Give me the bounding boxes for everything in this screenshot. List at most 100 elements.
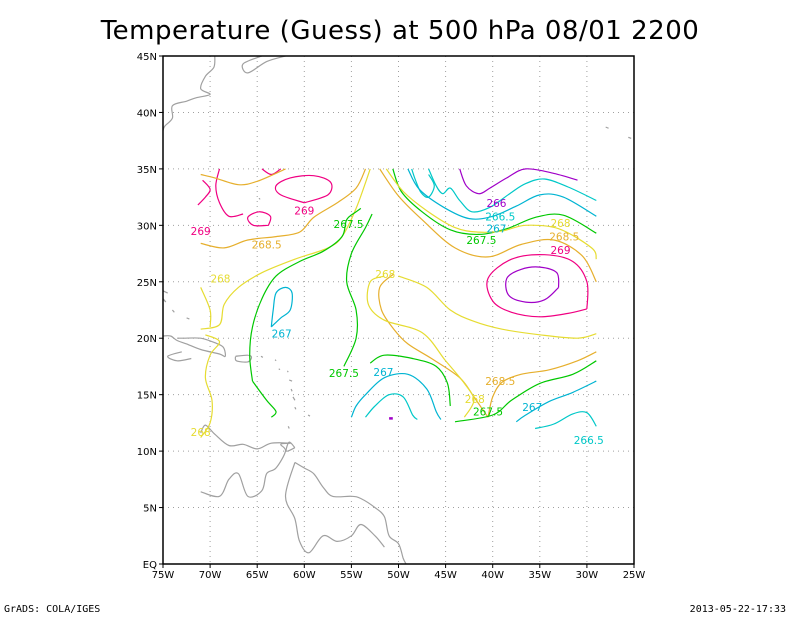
plot-frame [162, 55, 635, 565]
contour-label: 267 [373, 367, 393, 379]
coastline [307, 414, 311, 417]
grads-credit: GrADS: COLA/IGES [4, 604, 101, 615]
contour-label: 267 [272, 329, 292, 341]
render-timestamp: 2013-05-22-17:33 [689, 604, 786, 615]
isotherm-268 [398, 275, 597, 339]
lat-lon-grid [163, 56, 634, 564]
y-tick-label: 35N [137, 165, 157, 176]
contour-label: 268 [210, 273, 230, 285]
contour-label: 268 [191, 427, 211, 439]
coastlines [163, 56, 632, 564]
y-tick-label: 25N [137, 278, 157, 289]
coastline [171, 309, 175, 313]
y-tick-label: 45N [137, 52, 157, 63]
coastline [294, 406, 297, 410]
isotherm-269 [215, 168, 244, 218]
contour-label: 268.5 [485, 376, 515, 388]
y-tick-label: EQ [143, 560, 157, 571]
isotherm-266-5 [428, 168, 597, 213]
isotherm-268-5 [200, 168, 367, 249]
isotherm-268 [200, 168, 371, 330]
y-tick-label: 20N [137, 334, 157, 345]
x-tick-label: 70W [199, 570, 222, 581]
coastline [290, 388, 293, 392]
coastline [200, 424, 291, 498]
contour-label: 268.5 [549, 232, 579, 244]
x-tick-label: 75W [152, 570, 175, 581]
contour-label: 268 [551, 218, 571, 230]
contour-label: 267 [522, 402, 542, 414]
coastline [186, 317, 190, 320]
coastline [605, 126, 609, 129]
contour-label: 268 [375, 269, 395, 281]
x-tick-label: 35W [528, 570, 551, 581]
contour-label: 267.5 [329, 368, 359, 380]
coastline [284, 462, 385, 554]
contour-label: 266.5 [485, 211, 515, 223]
y-tick-label: 30N [137, 221, 157, 232]
coastline [274, 359, 277, 362]
isotherm-266-5 [534, 411, 597, 430]
isotherm-266-5 [365, 393, 418, 420]
coastline [163, 56, 216, 131]
coastline [296, 56, 298, 57]
coastline [628, 136, 632, 139]
coastline [278, 368, 281, 371]
contour-label: 267.5 [334, 219, 364, 231]
x-tick-label: 25W [623, 570, 646, 581]
contour-labels: 266266.5267267.5268268.5269269269267.526… [191, 198, 604, 447]
contour-label: 268.5 [252, 240, 282, 252]
x-tick-label: 40W [481, 570, 504, 581]
coastline [241, 56, 286, 74]
isotherm-268 [366, 275, 475, 418]
x-tick-label: 65W [246, 570, 269, 581]
isotherm-267-5 [249, 207, 362, 382]
coastline [234, 354, 253, 363]
y-tick-label: 5N [143, 504, 157, 515]
isotherm-267 [407, 168, 597, 220]
isotherm-266-5 [411, 168, 435, 198]
contour-label: 267.5 [473, 407, 503, 419]
coastline [167, 351, 192, 362]
coastline [163, 335, 226, 358]
coastline [285, 441, 296, 452]
contour-label: 267 [486, 224, 506, 236]
isotherm-267-5 [252, 380, 277, 418]
isotherm-269 [197, 179, 211, 206]
isotherm-266 [459, 168, 578, 195]
isotherm-268 [200, 334, 221, 438]
temperature-contours [197, 168, 597, 438]
isotherm-267 [350, 372, 442, 420]
isotherm-268-5 [200, 168, 286, 186]
x-tick-label: 50W [387, 570, 410, 581]
coastline [294, 461, 407, 564]
coastline [286, 370, 289, 373]
isotherm-269 [247, 211, 272, 227]
coastline [260, 355, 264, 358]
contour-label: 266 [486, 198, 506, 210]
isotherm-268 [385, 168, 597, 260]
contour-label: 267.5 [466, 235, 496, 247]
coastline [287, 426, 290, 429]
isotherm-267-5 [454, 360, 597, 423]
y-tick-label: 40N [137, 108, 157, 119]
isotherm-268-5 [487, 351, 597, 418]
isotherm-268-5 [379, 168, 597, 283]
x-tick-label: 55W [340, 570, 363, 581]
contour-label: 269 [294, 206, 314, 218]
contour-label: 266.5 [574, 435, 604, 447]
isotherm-267-5 [343, 213, 373, 367]
isotherm-267 [270, 286, 293, 328]
x-tick-label: 45W [434, 570, 457, 581]
isotherm-269 [486, 254, 589, 318]
coastline [258, 197, 261, 200]
contour-label: 269 [191, 226, 211, 238]
coastline [288, 379, 293, 382]
coastline [292, 396, 296, 401]
isotherm-268 [200, 287, 212, 327]
x-tick-label: 60W [293, 570, 316, 581]
x-tick-label: 30W [576, 570, 599, 581]
isotherm-269 [261, 168, 282, 176]
contour-label: 268 [465, 394, 485, 406]
